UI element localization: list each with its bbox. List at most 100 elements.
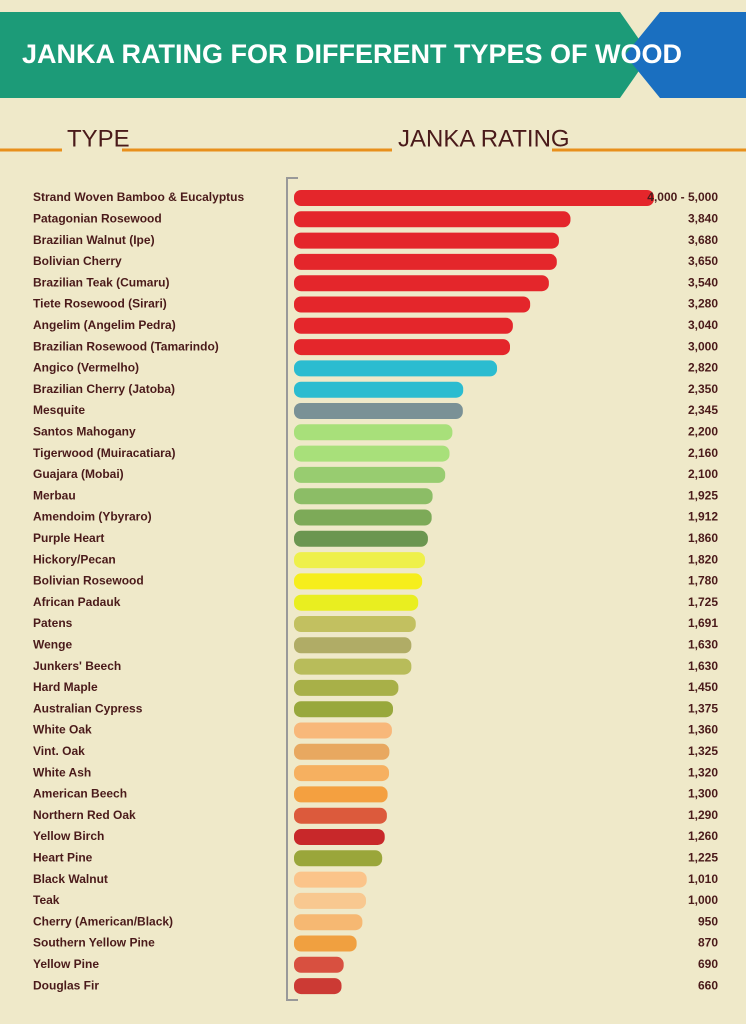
category-label: Patagonian Rosewood: [33, 211, 162, 225]
bar: [294, 190, 654, 206]
bar: [294, 829, 385, 845]
category-label: Black Walnut: [33, 872, 108, 886]
category-label: Santos Mahogany: [33, 424, 136, 438]
bar: [294, 253, 557, 270]
value-label: 660: [698, 978, 718, 992]
value-label: 1,925: [688, 488, 718, 502]
value-label: 950: [698, 914, 718, 928]
bar: [294, 211, 571, 228]
category-label: White Oak: [33, 723, 92, 737]
title-banner: [0, 12, 650, 98]
bar: [294, 317, 513, 334]
value-label: 2,820: [688, 361, 718, 375]
bar: [294, 424, 453, 441]
category-label: Angico (Vermelho): [33, 361, 139, 375]
value-label: 690: [698, 957, 718, 971]
value-label: 1,450: [688, 680, 718, 694]
bar: [294, 466, 446, 483]
bar: [294, 488, 433, 505]
bar: [294, 275, 549, 292]
value-label: 3,650: [688, 254, 718, 268]
value-label: 3,040: [688, 318, 718, 332]
value-label: 2,350: [688, 382, 718, 396]
bar: [294, 232, 559, 249]
category-label: Strand Woven Bamboo & Eucalyptus: [33, 190, 244, 204]
category-label: Vint. Oak: [33, 744, 85, 758]
bar: [294, 552, 426, 569]
value-label: 1,375: [688, 701, 718, 715]
category-label: White Ash: [33, 765, 91, 779]
category-label: Yellow Birch: [33, 829, 104, 843]
bar: [294, 892, 366, 909]
category-label: Southern Yellow Pine: [33, 936, 155, 950]
category-label: Yellow Pine: [33, 957, 99, 971]
bar: [294, 530, 428, 547]
bar: [294, 807, 387, 824]
category-label: Brazilian Rosewood (Tamarindo): [33, 339, 219, 353]
bracket: [286, 177, 298, 1001]
category-label: Brazilian Walnut (Ipe): [33, 233, 155, 247]
category-label: Mesquite: [33, 403, 85, 417]
value-label: 1,300: [688, 787, 718, 801]
value-label: 1,320: [688, 765, 718, 779]
value-label: 1,260: [688, 829, 718, 843]
bar: [294, 935, 357, 952]
bar: [294, 573, 423, 590]
category-label: Wenge: [33, 637, 72, 651]
value-label: 1,000: [688, 893, 718, 907]
category-label: Bolivian Rosewood: [33, 574, 144, 588]
category-label: Brazilian Cherry (Jatoba): [33, 382, 175, 396]
category-label: Patens: [33, 616, 73, 630]
value-label: 2,345: [688, 403, 718, 417]
bar: [294, 296, 531, 313]
bar: [294, 701, 393, 718]
value-label: 2,100: [688, 467, 718, 481]
value-label: 1,010: [688, 872, 718, 886]
value-label: 3,680: [688, 233, 718, 247]
type-header: TYPE: [67, 125, 130, 152]
value-header: JANKA RATING: [398, 125, 570, 152]
value-label: 3,540: [688, 275, 718, 289]
value-label: 2,200: [688, 424, 718, 438]
bar: [294, 509, 432, 526]
value-label: 1,225: [688, 850, 718, 864]
value-label: 1,780: [688, 574, 718, 588]
bar: [294, 658, 412, 675]
value-label: 3,280: [688, 297, 718, 311]
bar: [294, 339, 510, 356]
category-label: Purple Heart: [33, 531, 104, 545]
value-label: 1,630: [688, 637, 718, 651]
category-label: Tiete Rosewood (Sirari): [33, 297, 167, 311]
category-label: Teak: [33, 893, 60, 907]
bar: [294, 360, 498, 377]
bar: [294, 956, 344, 973]
value-label: 1,325: [688, 744, 718, 758]
category-label: African Padauk: [33, 595, 121, 609]
category-label: Junkers' Beech: [33, 659, 121, 673]
category-label: Cherry (American/Black): [33, 914, 173, 928]
value-label: 1,691: [688, 616, 718, 630]
value-label: 1,360: [688, 723, 718, 737]
value-label: 1,912: [688, 510, 718, 524]
value-label: 1,860: [688, 531, 718, 545]
bar: [294, 743, 390, 760]
value-label: 1,820: [688, 552, 718, 566]
bar: [294, 445, 450, 462]
category-label: Hickory/Pecan: [33, 552, 116, 566]
bar: [294, 914, 363, 931]
category-label: Bolivian Cherry: [33, 254, 122, 268]
bar: [294, 850, 383, 867]
category-label: Northern Red Oak: [33, 808, 136, 822]
value-label: 3,000: [688, 339, 718, 353]
category-label: Tigerwood (Muiracatiara): [33, 446, 175, 460]
bar: [294, 594, 419, 611]
value-label: 3,840: [688, 211, 718, 225]
value-label: 4,000 - 5,000: [647, 190, 718, 204]
category-label: American Beech: [33, 787, 127, 801]
category-label: Merbau: [33, 488, 76, 502]
bar: [294, 616, 416, 632]
value-label: 1,290: [688, 808, 718, 822]
bar: [294, 403, 463, 419]
bar: [294, 978, 342, 995]
